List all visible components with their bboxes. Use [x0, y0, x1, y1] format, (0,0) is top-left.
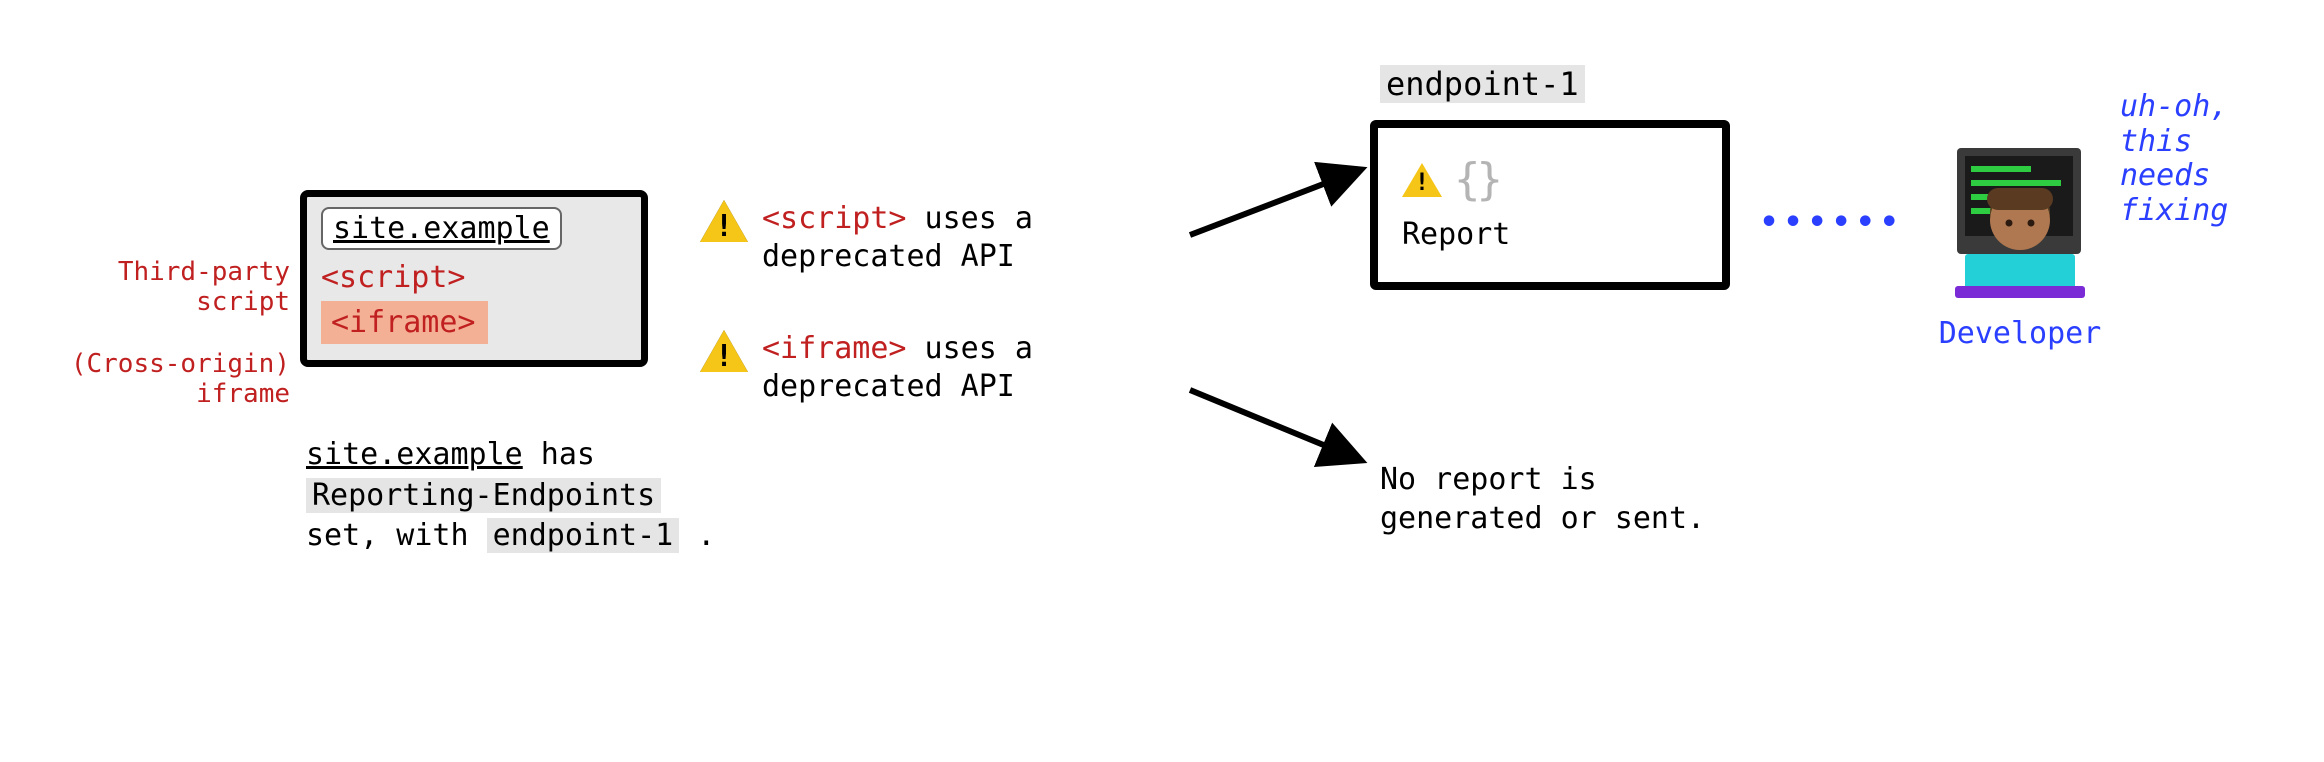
warning-script: ! <script> uses a deprecated API	[700, 200, 1180, 275]
arrow-to-endpoint	[1190, 170, 1360, 235]
arrow-to-noreport	[1190, 390, 1360, 460]
script-tag: <script>	[321, 260, 627, 295]
site-caption: site.example has Reporting-Endpoints set…	[306, 435, 786, 557]
endpoint-title-text: endpoint-1	[1380, 65, 1585, 103]
caption-reporting-endpoints: Reporting-Endpoints	[306, 478, 661, 513]
site-url: site.example	[333, 211, 550, 246]
endpoint-title: endpoint-1	[1380, 65, 1585, 103]
cross-origin-iframe-label: (Cross-origin) iframe	[40, 350, 290, 410]
report-label: Report	[1402, 217, 1698, 252]
warning-script-text: <script> uses a deprecated API	[762, 200, 1033, 275]
developer-speech: uh-oh, this needs fixing	[2120, 90, 2228, 228]
caption-l1-post: has	[523, 437, 595, 472]
caption-l3-post: .	[679, 518, 715, 553]
developer-icon	[1935, 130, 2105, 300]
warning-icon: !	[700, 330, 748, 372]
third-party-script-label: Third-party script	[60, 258, 290, 318]
url-bar: site.example	[321, 207, 562, 250]
warning-icon: !	[1402, 163, 1442, 197]
site-box: site.example <script> <iframe>	[300, 190, 648, 367]
caption-url: site.example	[306, 437, 523, 472]
warning-iframe: ! <iframe> uses a deprecated API	[700, 330, 1180, 405]
endpoint-box: ! {} Report	[1370, 120, 1730, 290]
warning-iframe-tag: <iframe>	[762, 331, 907, 366]
iframe-block: <iframe>	[321, 301, 488, 344]
caption-l3-pre: set, with	[306, 518, 487, 553]
developer-label: Developer	[1920, 316, 2120, 351]
warning-icon: !	[700, 200, 748, 242]
developer-illustration: Developer	[1920, 130, 2120, 351]
braces-icon: {}	[1454, 154, 1499, 205]
warning-iframe-text: <iframe> uses a deprecated API	[762, 330, 1033, 405]
no-report-text: No report is generated or sent.	[1380, 460, 1705, 538]
caption-endpoint-ref: endpoint-1	[487, 518, 680, 553]
connector-dots: ••••••	[1760, 205, 1904, 240]
warning-script-tag: <script>	[762, 201, 907, 236]
iframe-tag: <iframe>	[331, 305, 476, 340]
